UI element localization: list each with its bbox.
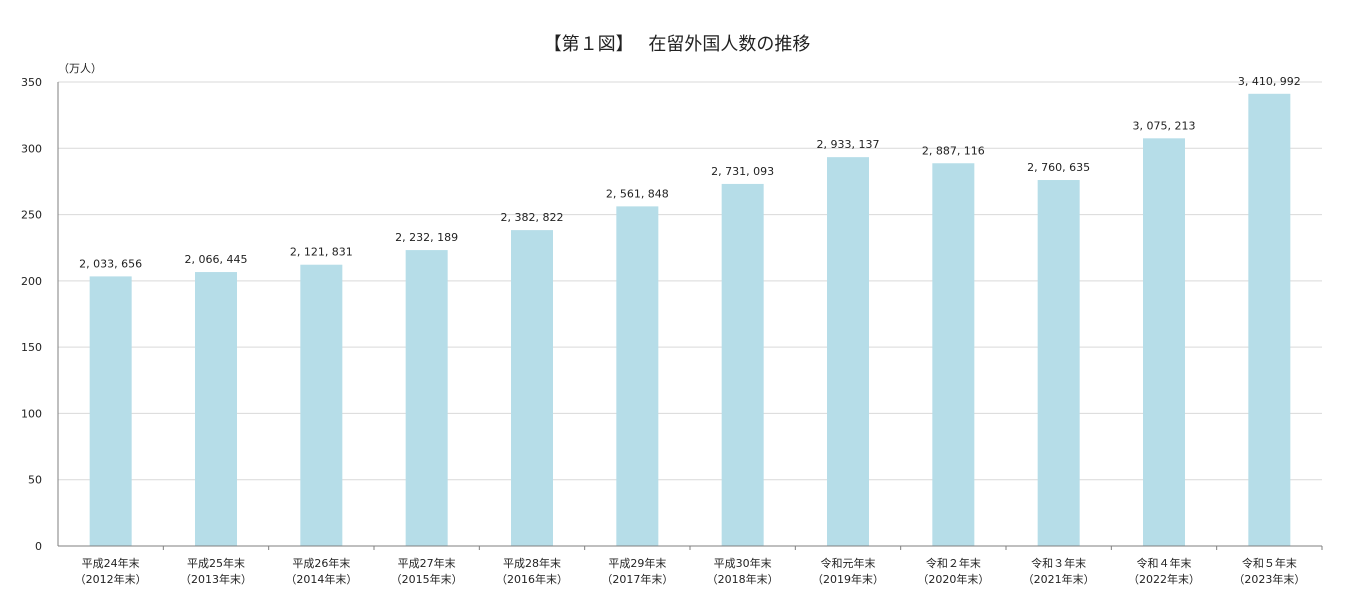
y-axis-ticks: 0 50 100 150 200 250 300 350 <box>21 76 42 553</box>
x-tick-sublabel: （2015年末） <box>391 572 463 586</box>
data-label: 2, 760, 635 <box>1027 161 1090 174</box>
x-tick-label: 平成24年末 <box>82 556 140 570</box>
y-tick-label: 100 <box>21 407 42 420</box>
data-label: 2, 033, 656 <box>79 257 142 270</box>
x-tick-label: 平成25年末 <box>187 556 245 570</box>
bar <box>1037 180 1080 546</box>
bar <box>405 250 448 547</box>
data-label: 3, 075, 213 <box>1133 119 1196 132</box>
x-tick-sublabel: （2012年末） <box>75 572 147 586</box>
data-label: 2, 232, 189 <box>395 231 458 244</box>
y-tick-label: 200 <box>21 275 42 288</box>
data-label: 2, 121, 831 <box>290 246 353 259</box>
y-axis-unit-label: （万人） <box>58 62 102 75</box>
bar <box>1248 93 1291 546</box>
x-tick-sublabel: （2020年末） <box>917 572 989 586</box>
x-tick-sublabel: （2018年末） <box>707 572 779 586</box>
x-tick-label: 令和３年末 <box>1031 556 1086 570</box>
bar <box>616 206 659 547</box>
x-tick-sublabel: （2019年末） <box>812 572 884 586</box>
data-label: 2, 731, 093 <box>711 165 774 178</box>
bar <box>932 163 975 546</box>
x-tick-label: 令和４年末 <box>1137 556 1192 570</box>
x-tick-sublabel: （2023年末） <box>1233 572 1305 586</box>
x-tick-sublabel: （2021年末） <box>1023 572 1095 586</box>
x-tick-sublabel: （2017年末） <box>601 572 673 586</box>
x-axis-ticks: 平成24年末 （2012年末） 平成25年末 （2013年末） 平成26年末 （2014年… <box>75 546 1323 586</box>
y-tick-label: 350 <box>21 76 42 89</box>
x-tick-sublabel: （2014年末） <box>285 572 357 586</box>
y-tick-label: 50 <box>28 474 42 487</box>
data-label: 2, 933, 137 <box>817 138 880 151</box>
y-tick-label: 250 <box>21 209 42 222</box>
bar <box>1143 138 1185 546</box>
x-tick-label: 令和元年末 <box>821 556 876 570</box>
bar <box>721 183 764 546</box>
x-tick-sublabel: （2016年末） <box>496 572 568 586</box>
y-tick-label: 300 <box>21 142 42 155</box>
data-label: 2, 066, 445 <box>185 253 248 266</box>
bar <box>195 272 237 546</box>
data-label: 2, 382, 822 <box>501 211 564 224</box>
x-tick-label: 平成29年末 <box>608 556 666 570</box>
x-tick-label: 令和２年末 <box>926 556 981 570</box>
x-tick-label: 平成27年末 <box>398 556 456 570</box>
data-label: 2, 561, 848 <box>606 187 669 200</box>
x-tick-sublabel: （2013年末） <box>180 572 252 586</box>
y-tick-label: 150 <box>21 341 42 354</box>
data-label: 2, 887, 116 <box>922 144 985 157</box>
bar <box>511 230 553 546</box>
bar <box>827 157 869 546</box>
y-tick-label: 0 <box>35 540 42 553</box>
x-tick-label: 平成30年末 <box>714 556 772 570</box>
data-label: 3, 410, 992 <box>1238 75 1301 88</box>
x-tick-label: 平成28年末 <box>503 556 561 570</box>
chart-title: 【第１図】 在留外国人数の推移 <box>544 34 811 55</box>
bars <box>89 93 1291 547</box>
bar <box>89 276 132 546</box>
data-labels: 2, 033, 656 2, 066, 445 2, 121, 831 2, 232,… <box>79 75 1301 271</box>
bar <box>300 264 343 546</box>
x-tick-label: 令和５年末 <box>1242 556 1297 570</box>
x-tick-sublabel: （2022年末） <box>1128 572 1200 586</box>
x-tick-label: 平成26年末 <box>292 556 350 570</box>
gridlines <box>58 81 1322 481</box>
